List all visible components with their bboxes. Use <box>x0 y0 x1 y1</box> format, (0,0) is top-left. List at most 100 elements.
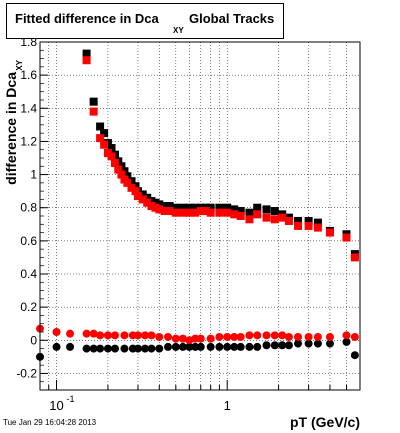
data-point-square <box>230 210 239 219</box>
data-point-circle <box>350 351 359 360</box>
data-point-circle <box>294 339 303 348</box>
y-tick-label: 0.4 <box>20 267 37 281</box>
data-point-circle <box>196 342 205 351</box>
data-point-circle <box>206 342 215 351</box>
y-tick-label: 1.4 <box>20 101 37 115</box>
data-point-circle <box>270 341 279 350</box>
data-point-circle <box>147 331 156 340</box>
data-point-square <box>245 208 254 217</box>
y-tick-label: 1 <box>30 168 37 182</box>
data-point-square <box>236 207 245 216</box>
timestamp: Tue Jan 29 16:04:28 2013 <box>3 418 97 427</box>
data-point-circle <box>304 339 313 348</box>
data-point-square <box>117 170 126 179</box>
data-point-square <box>236 212 245 220</box>
data-point-circle <box>120 331 129 340</box>
data-point-circle <box>96 331 105 340</box>
data-point-square <box>82 56 91 65</box>
data-point-circle <box>103 344 112 353</box>
data-point-square <box>191 203 200 212</box>
data-point-square <box>223 208 232 217</box>
data-point-square <box>294 216 303 225</box>
data-point-circle <box>82 329 91 338</box>
data-point-square <box>110 158 119 167</box>
axes: -0.200.20.40.60.811.21.41.61.810 -1 1pT (G… <box>3 35 361 430</box>
data-point-square <box>160 207 169 216</box>
data-point-circle <box>178 334 187 343</box>
data-point-circle <box>236 342 245 351</box>
data-point-square <box>138 195 147 204</box>
data-point-square <box>304 221 313 230</box>
data-point-circle <box>245 342 254 351</box>
data-point-circle <box>262 341 271 350</box>
data-point-circle <box>215 332 224 341</box>
data-point-square <box>96 134 105 143</box>
data-point-square <box>143 193 152 202</box>
data-point-circle <box>66 342 75 351</box>
data-point-square <box>100 140 109 149</box>
data-point-circle <box>110 331 119 340</box>
data-point-square <box>171 208 180 217</box>
data-point-square <box>143 198 152 207</box>
data-point-circle <box>342 337 351 346</box>
y-tick-label: 0 <box>30 333 37 347</box>
data-point-circle <box>52 342 61 351</box>
data-point-circle <box>223 342 232 351</box>
data-point-square <box>165 202 174 211</box>
data-point-square <box>304 216 313 225</box>
data-point-circle <box>96 344 105 353</box>
data-point-circle <box>178 342 187 351</box>
data-point-circle <box>89 329 98 338</box>
data-point-circle <box>253 331 262 340</box>
data-point-circle <box>52 328 61 336</box>
data-point-circle <box>278 331 287 340</box>
data-point-circle <box>270 331 279 340</box>
y-tick-label: 0.6 <box>20 234 37 248</box>
y-tick-label: -0.2 <box>16 366 37 380</box>
data-point-circle <box>284 332 293 341</box>
data-point-square <box>123 178 132 187</box>
data-point-circle <box>196 334 205 343</box>
data-point-circle <box>120 344 129 353</box>
data-point-circle <box>171 334 180 343</box>
chart-title-suffix: Global Tracks <box>189 11 275 26</box>
data-point-square <box>215 203 224 212</box>
data-point-square <box>96 122 105 131</box>
data-point-circle <box>278 341 287 350</box>
data-point-circle <box>171 342 180 351</box>
y-tick-label: 0.8 <box>20 201 37 215</box>
data-point-circle <box>313 332 322 341</box>
data-point-square <box>107 144 116 153</box>
data-point-square <box>155 205 164 214</box>
data-point-circle <box>164 332 173 341</box>
data-point-circle <box>147 344 156 353</box>
data-point-square <box>107 152 116 161</box>
y-axis-label: difference in Dca <box>3 72 19 185</box>
data-point-square <box>82 49 91 58</box>
x-axis-label: pT (GeV/c) <box>290 414 360 430</box>
chart-title-subscript: XY <box>173 26 184 35</box>
y-tick-label: 1.6 <box>20 68 37 82</box>
data-point-circle <box>342 331 351 340</box>
data-point-square <box>262 213 271 222</box>
data-point-square <box>206 203 215 212</box>
data-point-circle <box>230 332 239 341</box>
data-point-square <box>284 216 293 225</box>
data-point-square <box>100 129 109 138</box>
data-point-square <box>215 208 224 217</box>
data-point-square <box>350 253 359 262</box>
data-point-square <box>245 215 254 224</box>
data-point-square <box>206 208 215 217</box>
data-point-square <box>201 207 210 216</box>
chart-title: Fitted difference in Dca <box>15 11 159 26</box>
data-point-square <box>131 187 140 196</box>
data-point-square <box>89 97 98 106</box>
data-point-circle <box>245 331 254 340</box>
data-point-circle <box>110 344 119 353</box>
data-point-square <box>185 208 194 217</box>
data-point-circle <box>325 339 334 348</box>
y-tick-label: 0.2 <box>20 300 37 314</box>
data-point-square <box>127 177 136 186</box>
data-point-square <box>133 192 142 201</box>
data-point-square <box>223 203 232 212</box>
